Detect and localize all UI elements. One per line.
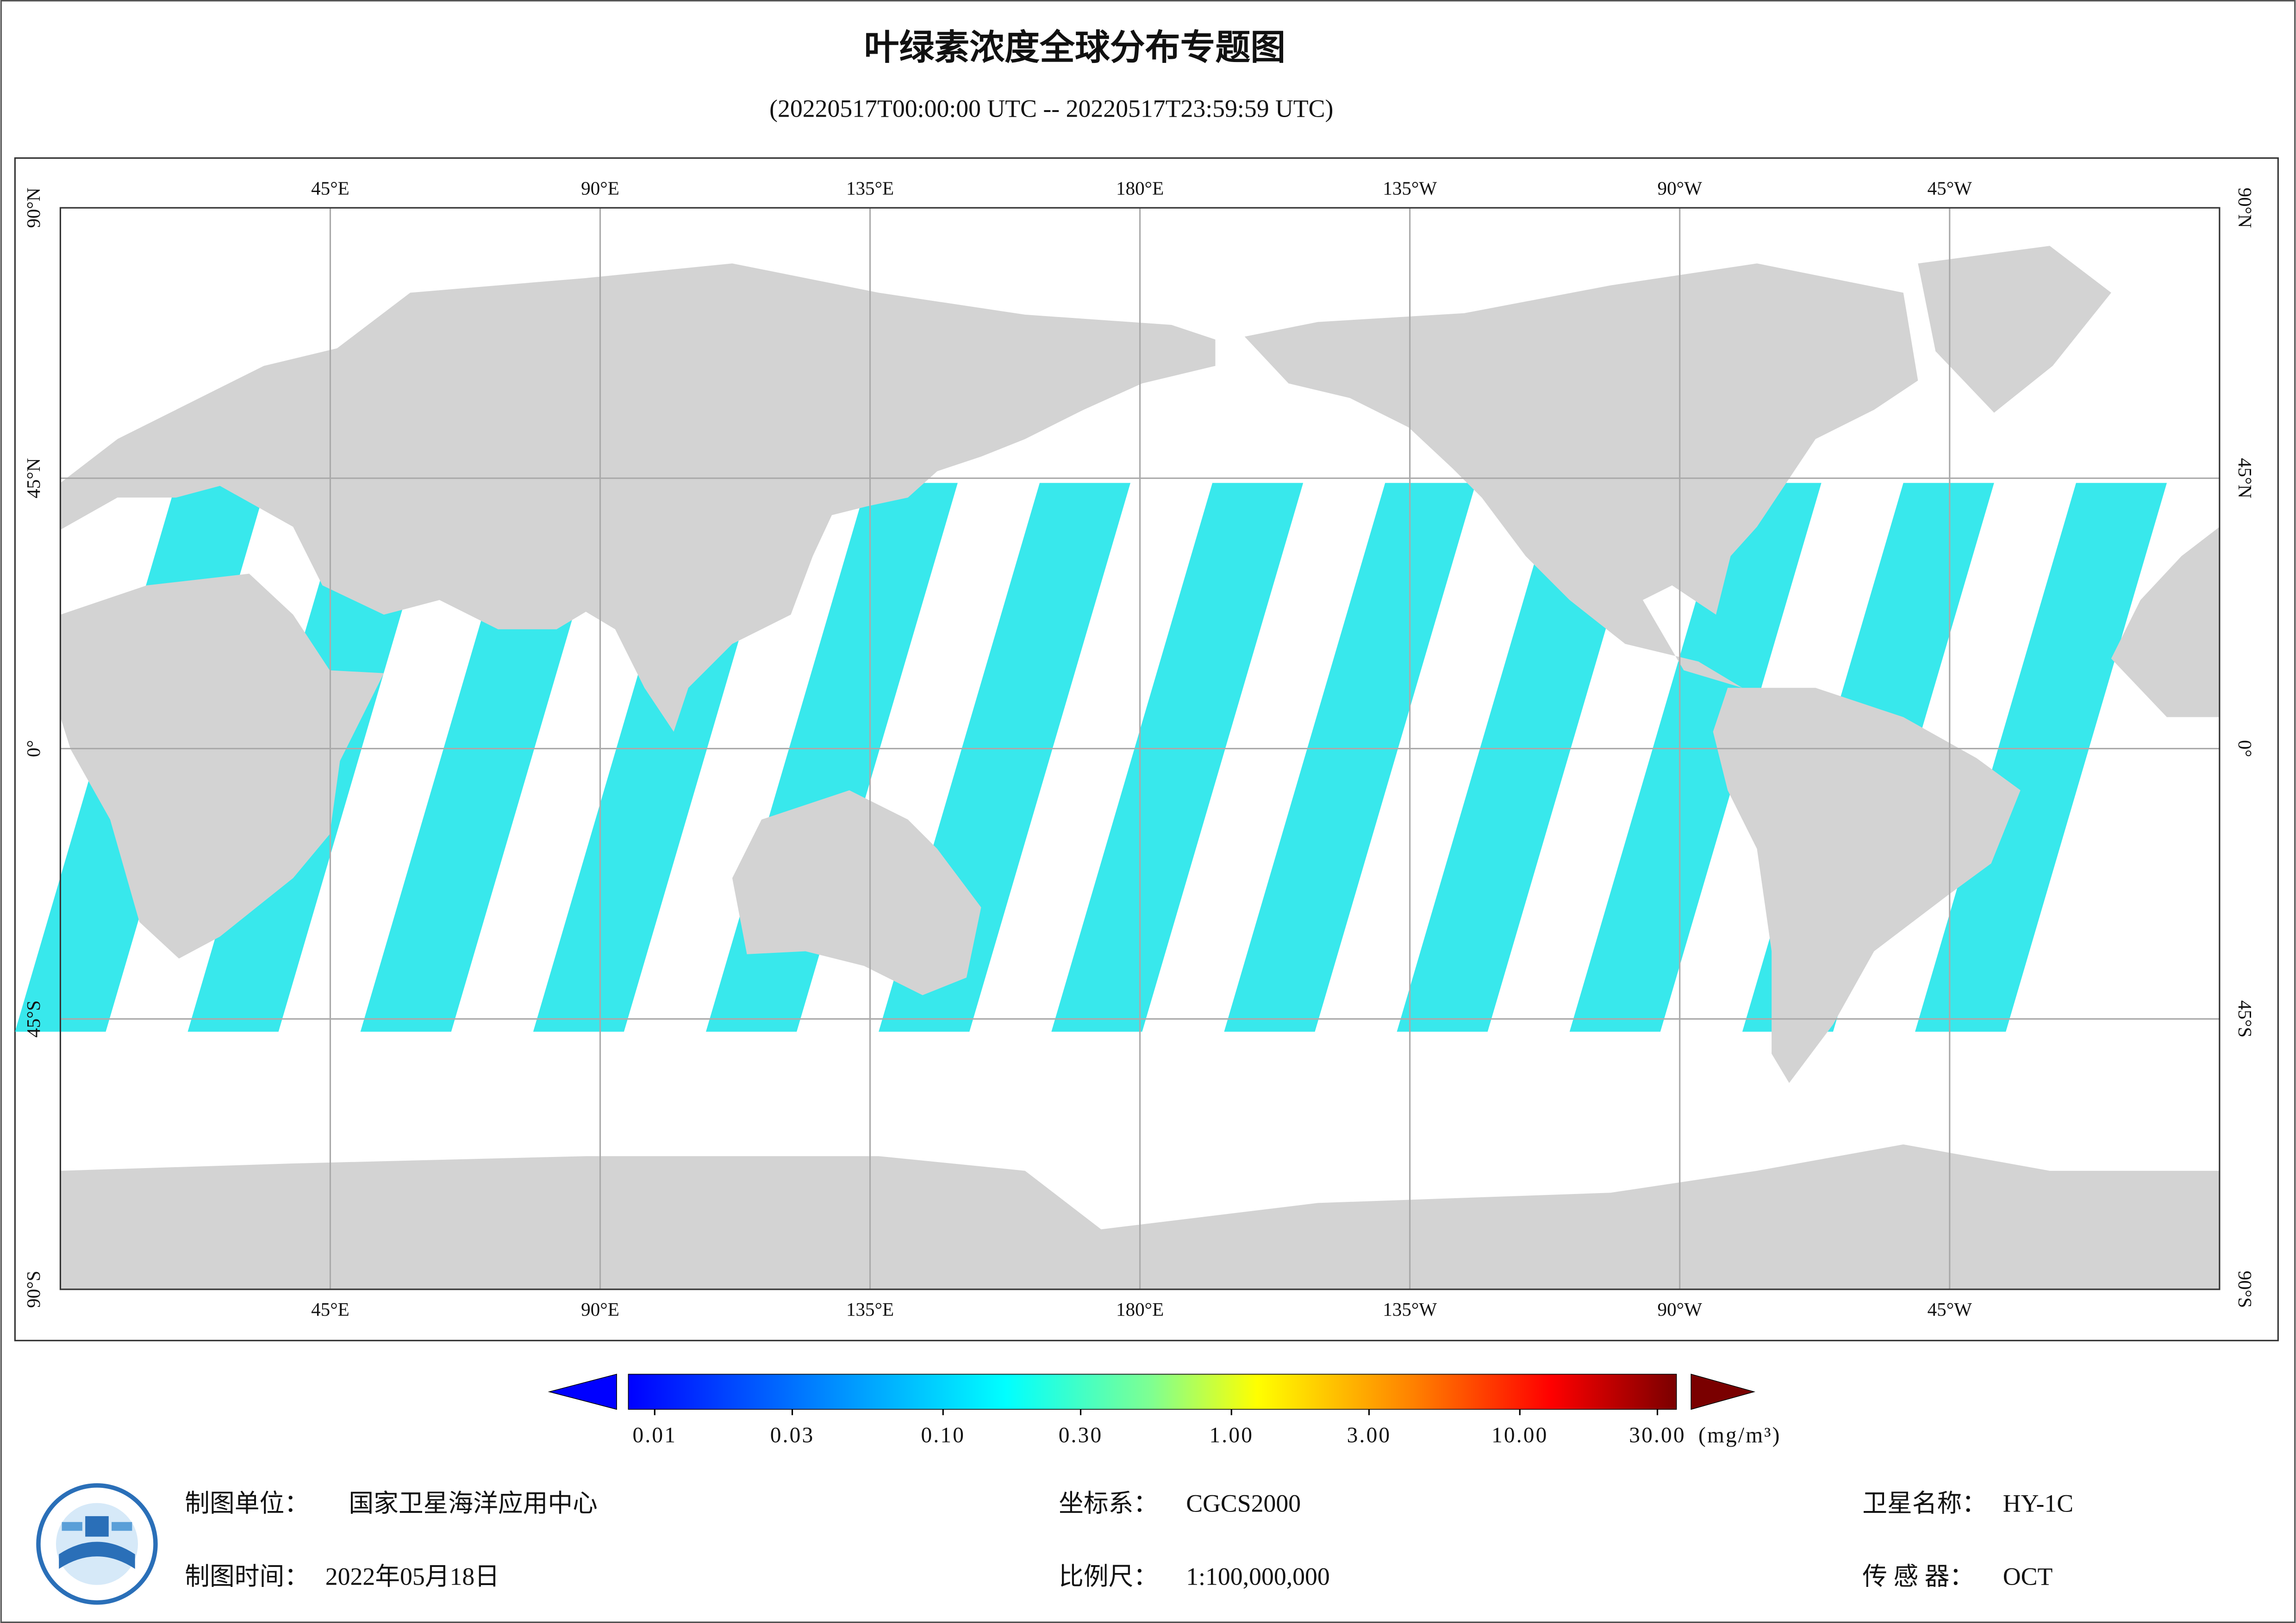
colorbar-label: 0.03 [770,1423,815,1447]
lon-label: 45°W [1928,178,1972,199]
map-border [59,207,2221,1290]
swath [1051,483,1304,1032]
colorbar-gradient [628,1374,1677,1410]
eurasia [60,263,1216,732]
footer-label: 传 感 器： [1862,1562,1974,1590]
colorbar-label: 0.30 [1059,1423,1103,1447]
west-africa [2111,527,2220,717]
colorbar-label: 3.00 [1347,1423,1391,1447]
footer-value: CGCS2000 [1186,1489,1301,1517]
colorbar-unit: (mg/m³) [1698,1423,1781,1447]
colorbar-label: 30.00 [1629,1423,1686,1447]
lat-label: 90°N [23,187,44,228]
lat-label: 45°S [23,1001,44,1038]
lon-label: 180°E [1116,178,1164,199]
lon-label: 180°E [1116,1299,1164,1320]
lon-label: 90°E [581,1299,619,1320]
lon-label: 90°W [1658,178,1703,199]
footer-value: 国家卫星海洋应用中心 [349,1489,598,1517]
map: 45°E 45°E 90°E 90°E 135°E 135°E 180°E 180°E 135°… [15,178,2256,1320]
lat-label: 45°N [2234,458,2256,498]
lon-label: 45°E [311,178,349,199]
logo [36,1483,158,1605]
footer-value: OCT [2003,1562,2053,1590]
footer-label: 卫星名称： [1862,1489,1987,1517]
colorbar-label: 1.00 [1209,1423,1254,1447]
lon-label: 135°E [846,178,894,199]
lon-label: 135°E [846,1299,894,1320]
lon-label: 135°W [1383,1299,1437,1320]
swath [1224,483,1476,1032]
lat-label: 45°S [2234,1001,2256,1038]
lon-label: 90°E [581,178,619,199]
lat-label: 90°S [23,1271,44,1308]
colorbar-low-arrow [548,1374,617,1410]
swath [1915,483,2167,1032]
lat-label: 45°N [23,458,44,498]
lat-label: 90°S [2234,1271,2256,1308]
lon-label: 45°W [1928,1299,1972,1320]
footer: 制图单位： 国家卫星海洋应用中心 坐标系： CGCS2000 卫星名称： HY-1C 制图时… [185,1489,2073,1590]
subtitle: (20220517T00:00:00 UTC -- 20220517T23:59… [769,95,1333,123]
footer-label: 制图单位： [185,1489,309,1517]
footer-value: HY-1C [2003,1489,2073,1517]
lat-label: 90°N [2234,187,2256,228]
footer-label: 比例尺： [1059,1562,1158,1590]
lat-label: 0° [23,740,44,757]
graticule: 45°E 45°E 90°E 90°E 135°E 135°E 180°E 180°E 135°… [23,178,2256,1320]
greenland [1918,246,2111,413]
map-frame [14,157,2279,1342]
swath [1569,483,1822,1032]
colorbar-high-arrow [1691,1374,1756,1410]
colorbar-label: 0.10 [921,1423,965,1447]
lat-label: 0° [2234,740,2256,757]
swath [1397,483,1649,1032]
footer-label: 坐标系： [1059,1489,1158,1517]
south-america [1713,688,2021,1083]
africa [60,573,384,959]
north-america [1244,263,1918,688]
colorbar-label: 0.01 [632,1423,677,1447]
footer-label: 制图时间： [185,1562,309,1590]
colorbar: 0.01 0.03 0.10 0.30 1.00 3.00 10.00 30.00 (mg/m³… [548,1374,1781,1447]
lon-label: 45°E [311,1299,349,1320]
lon-label: 90°W [1658,1299,1703,1320]
lon-label: 135°W [1383,178,1437,199]
footer-value: 1:100,000,000 [1186,1562,1330,1590]
colorbar-label: 10.00 [1491,1423,1548,1447]
title: 叶绿素浓度全球分布专题图 [864,27,1286,68]
australia [732,790,981,995]
footer-value: 2022年05月18日 [325,1562,499,1590]
